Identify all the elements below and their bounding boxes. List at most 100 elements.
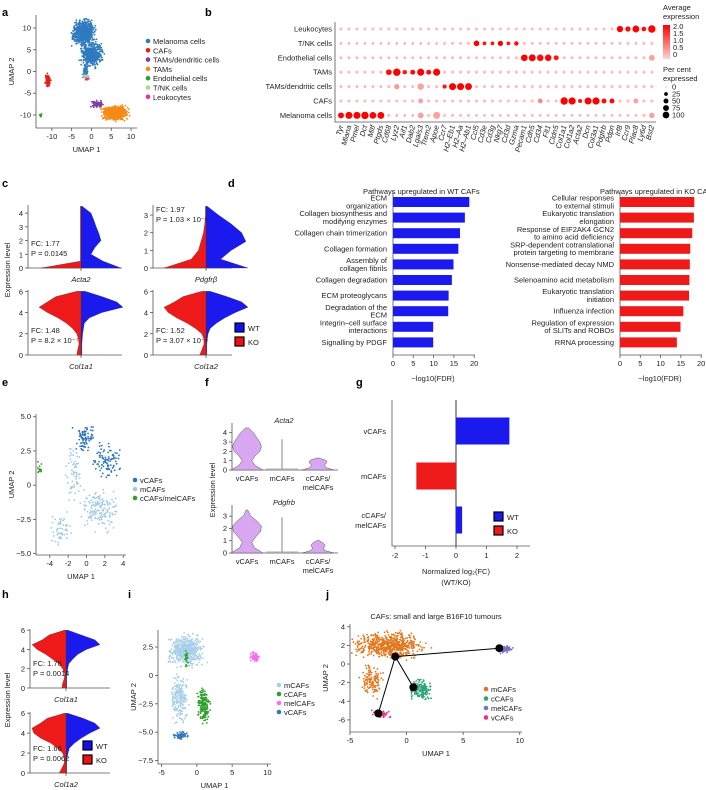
point-melanoma-cells <box>78 59 81 62</box>
point-tams <box>116 106 119 109</box>
point-mcafs <box>402 647 404 650</box>
point-mcafs <box>382 638 385 641</box>
point-mcafs <box>183 698 186 701</box>
point-ccafs <box>185 659 187 662</box>
point-vcafs <box>111 454 114 457</box>
dot <box>618 41 622 45</box>
point-mcafs <box>181 643 184 646</box>
point-vcafs <box>87 449 89 452</box>
point-melanoma-cells <box>92 38 95 41</box>
point-tams <box>123 119 126 122</box>
point-vcafs <box>173 734 176 737</box>
point-ccafs-melcafs <box>38 465 41 468</box>
point-tams <box>119 105 122 108</box>
dot <box>411 85 415 89</box>
point-melanoma-cells <box>95 38 98 41</box>
row-label: TAMs <box>313 68 332 77</box>
point-ccafs <box>410 698 413 700</box>
point-vcafs <box>82 445 85 448</box>
point-mcafs <box>365 682 368 685</box>
dot <box>339 56 343 60</box>
point-tams <box>100 111 103 113</box>
point-mcafs <box>73 484 76 487</box>
point-mcafs <box>363 680 365 683</box>
point-mcafs <box>101 521 104 524</box>
point-mcafs <box>71 485 74 488</box>
y-tick-label: −2.5 <box>16 515 31 524</box>
point-melanoma-cells <box>84 17 87 20</box>
point-mcafs <box>385 642 388 644</box>
point-mcafs <box>375 681 378 684</box>
point-melanoma-cells <box>85 53 88 56</box>
point-melanoma-cells <box>81 37 84 39</box>
point-melanoma-cells <box>93 30 96 33</box>
point-melanoma-cells <box>76 42 79 45</box>
legend-marker <box>132 495 138 501</box>
point-mcafs <box>182 721 185 724</box>
point-melanoma-cells <box>94 52 97 55</box>
point-ccafs <box>421 696 424 698</box>
point-tams <box>127 111 130 114</box>
x-tick-label: -5 <box>68 132 75 141</box>
dot <box>387 41 391 45</box>
dot <box>538 41 542 45</box>
point-melanoma-cells <box>86 35 89 38</box>
point-mcafs <box>177 675 180 678</box>
point-mcafs <box>388 639 391 642</box>
point-mcafs <box>366 636 369 639</box>
point-mcafs <box>351 638 354 641</box>
point-tams <box>110 115 112 118</box>
point-ccafs <box>417 695 419 697</box>
point-mcafs <box>206 661 209 664</box>
point-mcafs <box>196 638 199 640</box>
point-mcafs <box>191 653 194 656</box>
point-mcafs <box>105 512 107 514</box>
point-ccafs <box>424 687 427 690</box>
y-tick-label: −5.0 <box>16 549 31 558</box>
point-cafs <box>48 81 51 84</box>
point-mcafs <box>374 640 377 643</box>
point-mcafs <box>171 661 174 664</box>
point-mcafs <box>188 658 191 661</box>
point-mcafs <box>75 452 78 454</box>
point-mcafs <box>62 519 65 522</box>
dot <box>363 85 367 89</box>
point-vcafs <box>112 465 115 468</box>
point-melanoma-cells <box>88 57 91 60</box>
point-vcafs <box>389 715 392 718</box>
point-mcafs <box>360 637 363 640</box>
point-ccafs <box>204 696 207 699</box>
point-mcafs <box>186 713 188 716</box>
point-vcafs <box>180 735 183 738</box>
dot <box>395 56 399 60</box>
dot <box>435 56 439 60</box>
point-mcafs <box>370 645 373 648</box>
point-melanoma-cells <box>92 42 95 44</box>
point-melanoma-cells <box>72 37 75 39</box>
point-mcafs <box>200 663 203 666</box>
point-ccafs <box>203 719 205 722</box>
x-tick-label: 0 <box>404 736 408 745</box>
point-mcafs <box>112 527 115 529</box>
point-mcafs <box>197 661 200 664</box>
point-mcafs <box>67 462 70 465</box>
point-mcafs <box>402 652 405 654</box>
point-mcafs <box>65 465 68 468</box>
dot <box>459 41 463 45</box>
point-melanoma-cells <box>78 21 81 24</box>
dot <box>395 113 399 117</box>
point-mcafs <box>371 682 374 685</box>
point-mcafs <box>395 649 398 651</box>
point-ccafs <box>418 690 421 693</box>
point-melanoma-cells <box>87 37 90 40</box>
row-label: CAFs <box>313 97 332 106</box>
legend-label: mCAFs <box>491 685 516 694</box>
point-tams <box>119 108 122 111</box>
dot <box>466 56 471 60</box>
point-melanoma-cells <box>84 43 87 46</box>
point-mcafs <box>404 647 407 650</box>
point-mcafs <box>392 634 395 636</box>
dot <box>618 99 622 103</box>
point-mcafs <box>88 502 91 504</box>
point-vcafs <box>100 463 103 466</box>
